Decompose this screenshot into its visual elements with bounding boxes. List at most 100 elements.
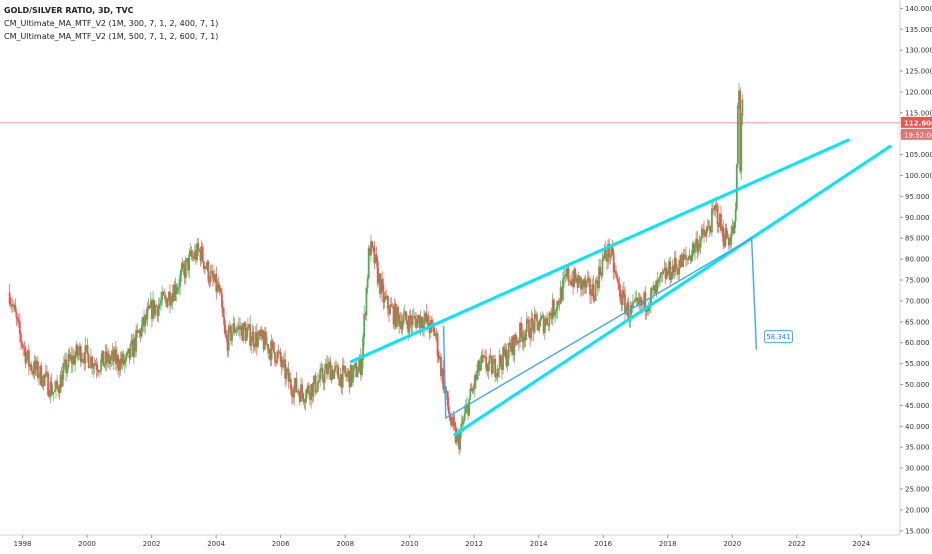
x-tick-label: 2008 <box>336 540 354 548</box>
time-tag <box>901 128 932 140</box>
candle-body <box>108 353 110 364</box>
candle-body <box>97 371 100 373</box>
x-tick-label: 2006 <box>272 540 290 548</box>
candle-body <box>593 298 596 301</box>
candle-body <box>317 382 319 391</box>
y-tick-label: 60.000 <box>905 339 930 347</box>
candle-body <box>31 370 34 372</box>
candle-body <box>418 315 421 328</box>
candle-body <box>25 356 28 364</box>
candle-body <box>671 266 674 279</box>
candle-body <box>248 324 250 327</box>
candle-body <box>711 208 713 233</box>
candle-body <box>362 337 364 360</box>
candle-body <box>52 391 55 393</box>
candle-body <box>398 314 401 327</box>
candle-body <box>665 270 668 279</box>
candle-body <box>540 316 543 319</box>
y-tick-label: 25.000 <box>905 486 930 494</box>
candle-body <box>57 386 60 392</box>
candle-body <box>116 355 118 365</box>
candle-body <box>147 305 150 310</box>
candle-body <box>21 342 23 347</box>
candle-body <box>161 291 163 301</box>
candle-body <box>677 268 679 275</box>
candle-body <box>533 314 536 333</box>
candle-body <box>615 270 617 275</box>
candle-body <box>134 338 136 352</box>
candle-body <box>344 365 346 374</box>
candle-body <box>336 365 338 368</box>
candle-body <box>239 325 241 330</box>
candle-body <box>650 288 652 305</box>
candle-body <box>625 308 628 314</box>
candle-body <box>445 391 448 394</box>
candle-body <box>527 319 529 321</box>
candle-body <box>330 369 333 381</box>
y-tick-label: 65.000 <box>905 318 930 326</box>
candle-body <box>87 354 90 369</box>
candle-body <box>44 372 47 378</box>
candle-body <box>77 352 80 356</box>
candle-body <box>350 365 353 383</box>
candle-body <box>104 351 107 364</box>
candle-body <box>715 204 718 206</box>
candle-body <box>371 241 373 247</box>
candle-body <box>262 338 265 350</box>
y-tick-label: 115.000 <box>905 109 932 117</box>
candle-body <box>119 358 122 371</box>
candle-body <box>476 371 478 380</box>
candle-body <box>35 361 38 370</box>
candle-body <box>694 244 696 253</box>
candle-body <box>685 254 687 259</box>
x-tick-label: 1998 <box>14 540 32 548</box>
candle-body <box>390 304 393 307</box>
candle-body <box>300 384 302 402</box>
candle-body <box>702 228 704 230</box>
legend: GOLD/SILVER RATIO, 3D, TVC CM_Ultimate_M… <box>4 4 218 43</box>
candle-body <box>139 330 142 337</box>
candle-body <box>32 370 35 374</box>
time-tag-label: 19:52:04 <box>904 131 932 139</box>
candle-body <box>406 320 408 325</box>
price-tag-label: 112.608 <box>904 119 932 127</box>
candle-body <box>727 237 730 246</box>
candle-body <box>397 307 399 315</box>
candle-body <box>604 249 607 259</box>
candle-body <box>402 315 405 323</box>
candle-body <box>470 388 473 392</box>
x-tick-label: 2002 <box>143 540 161 548</box>
y-tick-label: 120.000 <box>905 88 932 96</box>
y-tick-label: 90.000 <box>905 214 930 222</box>
candle-body <box>222 307 224 318</box>
candle-body <box>503 347 506 356</box>
candle-body <box>660 272 663 276</box>
candle-body <box>307 385 310 394</box>
candle-body <box>629 305 632 320</box>
candle-body <box>136 329 139 332</box>
candle-body <box>705 231 708 237</box>
candle-body <box>84 345 87 364</box>
candle-body <box>258 331 261 337</box>
candle-body <box>346 374 349 377</box>
candle-body <box>95 365 98 370</box>
candle-body <box>341 365 344 388</box>
candle-body <box>157 305 160 316</box>
candle-body <box>230 325 232 341</box>
candle-body <box>271 340 274 343</box>
candle-body <box>169 292 171 306</box>
candle-body <box>170 302 173 306</box>
candle-body <box>585 281 588 288</box>
x-tick-label: 2018 <box>659 540 677 548</box>
candle-body <box>349 365 352 388</box>
candle-body <box>532 322 535 333</box>
candle-body <box>183 267 186 278</box>
candle-body <box>707 226 710 228</box>
candle-body <box>442 368 445 390</box>
candle-body <box>237 325 240 328</box>
candle-body <box>312 382 315 397</box>
candle-body <box>652 288 655 291</box>
candle-body <box>730 233 733 245</box>
